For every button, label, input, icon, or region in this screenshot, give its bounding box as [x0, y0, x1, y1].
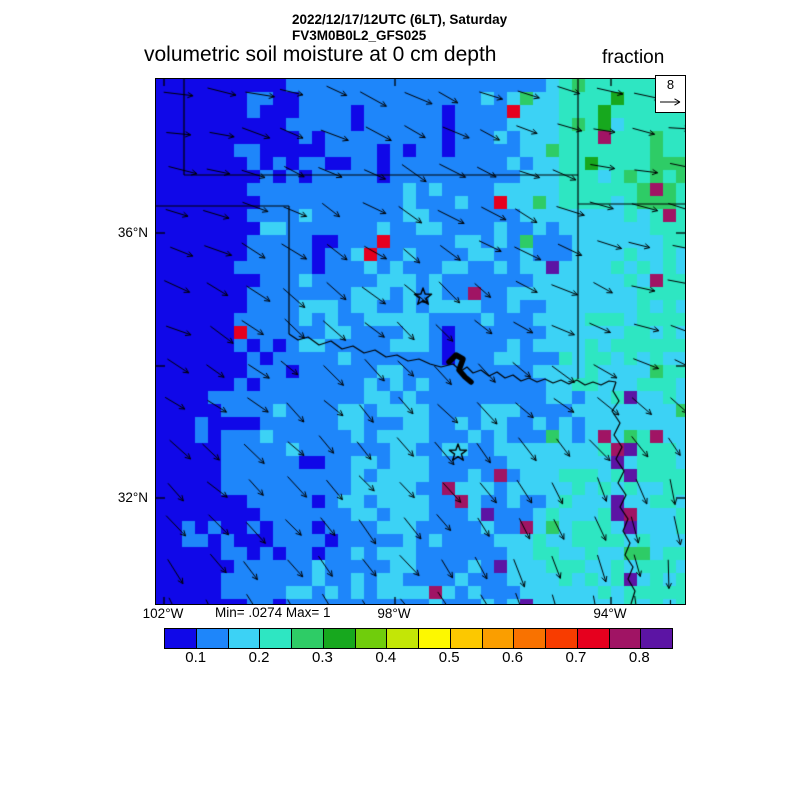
lon-label-98w: 98°W: [377, 606, 411, 621]
lon-label-102w: 102°W: [142, 606, 184, 621]
colorbar-cell: [419, 629, 451, 648]
plot-title: volumetric soil moisture at 0 cm depth: [144, 43, 497, 66]
colorbar-tick-label: 0.3: [312, 649, 333, 666]
colorbar-tick-label: 0.7: [565, 649, 587, 666]
colorbar-cell: [514, 629, 546, 648]
lat-label-32n: 32°N: [117, 490, 148, 505]
reference-arrow-icon: [659, 98, 680, 106]
colorbar-cell: [450, 629, 483, 648]
model-label: FV3M0B0L2_GFS025: [292, 28, 427, 43]
colorbar: [164, 628, 673, 649]
wind-reference-value: 8: [666, 77, 675, 92]
colorbar-tick-label: 0.5: [438, 649, 460, 666]
lat-label-36n: 36°N: [117, 225, 148, 240]
datetime-label: 2022/12/17/12UTC (6LT), Saturday: [292, 12, 508, 27]
colorbar-cell: [355, 629, 388, 648]
colorbar-cell: [196, 629, 229, 648]
colorbar-cell: [641, 629, 672, 648]
colorbar-cell: [228, 629, 261, 648]
colorbar-cell: [323, 629, 356, 648]
colorbar-tick-label: 0.2: [248, 649, 270, 666]
map-frame: 8: [155, 75, 686, 605]
lon-label-94w: 94°W: [593, 606, 627, 621]
colorbar-cell: [387, 629, 419, 648]
colorbar-cell: [165, 629, 197, 648]
colorbar-tick-label: 0.1: [185, 649, 207, 666]
units-label: fraction: [602, 47, 665, 68]
colorbar-cell: [260, 629, 292, 648]
colorbar-cell: [609, 629, 642, 648]
minmax-label: Min= .0274 Max= 1: [215, 605, 331, 620]
wind-reference-box: 8: [655, 75, 686, 113]
colorbar-cell: [577, 629, 610, 648]
colorbar-cell: [482, 629, 515, 648]
colorbar-cell: [292, 629, 324, 648]
colorbar-tick-label: 0.6: [502, 649, 523, 666]
colorbar-cell: [546, 629, 578, 648]
colorbar-tick-label: 0.8: [628, 649, 650, 666]
colorbar-tick-label: 0.4: [375, 649, 397, 666]
soil-moisture-map-canvas: [156, 79, 685, 604]
